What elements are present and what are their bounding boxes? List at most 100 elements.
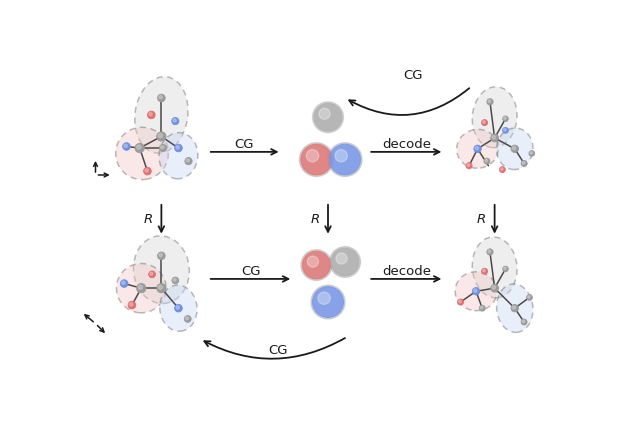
Circle shape bbox=[504, 118, 506, 120]
Circle shape bbox=[303, 252, 330, 279]
Circle shape bbox=[472, 288, 480, 295]
Circle shape bbox=[185, 158, 192, 165]
Circle shape bbox=[173, 119, 176, 123]
Circle shape bbox=[122, 282, 125, 285]
Circle shape bbox=[502, 267, 508, 272]
Circle shape bbox=[157, 253, 165, 260]
Ellipse shape bbox=[497, 284, 533, 333]
Circle shape bbox=[336, 253, 347, 265]
Circle shape bbox=[529, 151, 535, 157]
Circle shape bbox=[483, 270, 485, 272]
Circle shape bbox=[335, 150, 348, 162]
Circle shape bbox=[330, 247, 360, 278]
Ellipse shape bbox=[116, 128, 168, 180]
Circle shape bbox=[499, 167, 506, 173]
Circle shape bbox=[186, 317, 189, 320]
Ellipse shape bbox=[160, 285, 197, 331]
Circle shape bbox=[504, 129, 506, 132]
Circle shape bbox=[157, 95, 165, 103]
Circle shape bbox=[120, 280, 128, 288]
Circle shape bbox=[136, 146, 141, 150]
Circle shape bbox=[480, 307, 483, 309]
Circle shape bbox=[474, 289, 477, 293]
Circle shape bbox=[148, 271, 156, 278]
Circle shape bbox=[128, 302, 136, 309]
Ellipse shape bbox=[457, 130, 499, 169]
Circle shape bbox=[184, 316, 191, 322]
Circle shape bbox=[172, 118, 179, 125]
Circle shape bbox=[522, 162, 525, 165]
Circle shape bbox=[173, 279, 176, 282]
Circle shape bbox=[483, 121, 485, 124]
Circle shape bbox=[311, 285, 345, 319]
Circle shape bbox=[143, 168, 151, 176]
Circle shape bbox=[150, 273, 153, 276]
Circle shape bbox=[138, 285, 142, 290]
Ellipse shape bbox=[135, 78, 188, 154]
Ellipse shape bbox=[133, 236, 189, 304]
Circle shape bbox=[175, 305, 182, 312]
FancyArrowPatch shape bbox=[349, 89, 469, 116]
Circle shape bbox=[176, 146, 179, 150]
Circle shape bbox=[485, 160, 488, 162]
Circle shape bbox=[159, 96, 163, 100]
Circle shape bbox=[318, 292, 330, 305]
Circle shape bbox=[307, 256, 319, 268]
Text: decode: decode bbox=[382, 138, 431, 150]
Circle shape bbox=[312, 287, 344, 318]
Circle shape bbox=[504, 268, 506, 270]
Circle shape bbox=[135, 144, 145, 153]
Text: CG: CG bbox=[403, 69, 423, 82]
Ellipse shape bbox=[472, 237, 517, 298]
Circle shape bbox=[475, 147, 479, 150]
Circle shape bbox=[521, 320, 527, 325]
Circle shape bbox=[330, 145, 360, 176]
Text: CG: CG bbox=[241, 265, 260, 277]
Circle shape bbox=[300, 143, 333, 177]
Ellipse shape bbox=[472, 88, 517, 148]
Circle shape bbox=[522, 320, 525, 323]
Circle shape bbox=[129, 303, 133, 306]
Ellipse shape bbox=[116, 264, 166, 313]
Circle shape bbox=[159, 254, 163, 257]
Text: R: R bbox=[477, 213, 486, 226]
Circle shape bbox=[312, 103, 344, 133]
Circle shape bbox=[301, 250, 332, 281]
Circle shape bbox=[147, 112, 155, 119]
Circle shape bbox=[123, 143, 131, 151]
Text: CG: CG bbox=[268, 343, 287, 357]
Circle shape bbox=[172, 277, 179, 284]
Circle shape bbox=[158, 134, 163, 138]
Circle shape bbox=[186, 159, 189, 163]
Text: CG: CG bbox=[234, 138, 254, 150]
Circle shape bbox=[487, 99, 493, 106]
Circle shape bbox=[502, 128, 508, 134]
Circle shape bbox=[511, 146, 518, 153]
Circle shape bbox=[481, 268, 488, 275]
Circle shape bbox=[161, 147, 164, 150]
Circle shape bbox=[484, 159, 490, 165]
Circle shape bbox=[491, 135, 499, 143]
Circle shape bbox=[527, 295, 532, 301]
Circle shape bbox=[530, 152, 532, 155]
Circle shape bbox=[527, 296, 530, 299]
Circle shape bbox=[487, 249, 493, 256]
Circle shape bbox=[488, 250, 491, 253]
Text: R: R bbox=[143, 213, 153, 226]
Ellipse shape bbox=[159, 133, 198, 179]
Circle shape bbox=[491, 285, 499, 292]
Circle shape bbox=[466, 163, 472, 170]
Circle shape bbox=[458, 299, 463, 305]
Circle shape bbox=[175, 145, 182, 153]
FancyArrowPatch shape bbox=[204, 338, 345, 359]
Circle shape bbox=[328, 143, 362, 177]
Circle shape bbox=[331, 248, 359, 276]
Circle shape bbox=[513, 147, 516, 150]
Circle shape bbox=[136, 284, 146, 293]
Circle shape bbox=[502, 117, 508, 122]
Circle shape bbox=[314, 104, 342, 132]
Circle shape bbox=[176, 306, 179, 309]
Circle shape bbox=[145, 169, 148, 173]
Circle shape bbox=[158, 285, 163, 290]
Circle shape bbox=[307, 150, 319, 162]
